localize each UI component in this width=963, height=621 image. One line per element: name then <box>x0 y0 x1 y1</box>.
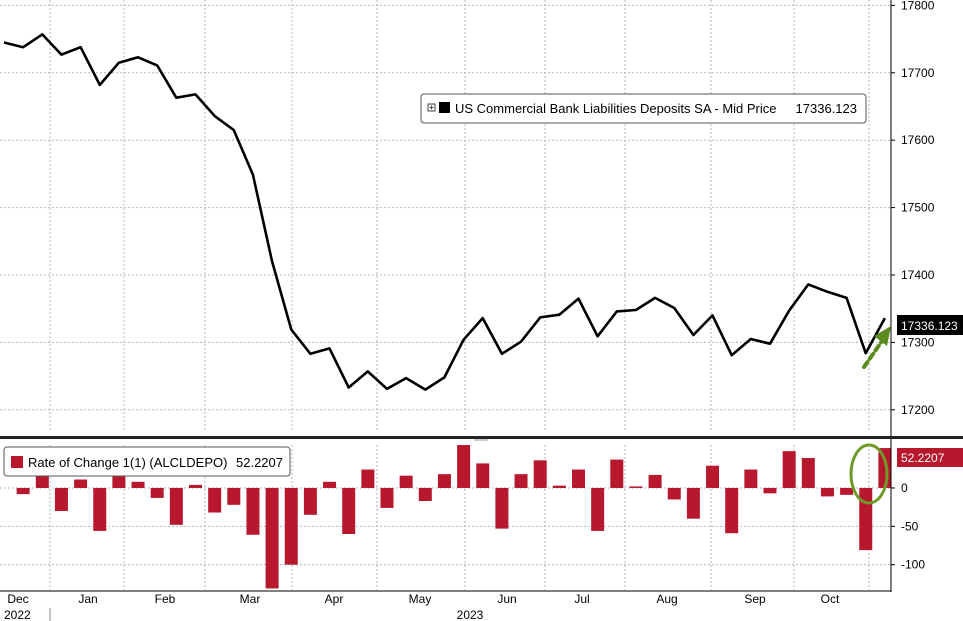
x-month-label: Feb <box>155 592 176 606</box>
roc-bar <box>859 487 873 551</box>
x-year-label: 2023 <box>457 608 484 621</box>
roc-bar <box>744 469 758 488</box>
roc-bar <box>725 487 739 534</box>
x-year-label: 2022 <box>4 608 31 621</box>
roc-bar <box>265 487 279 589</box>
roc-bar <box>189 484 202 488</box>
roc-legend-name: Rate of Change 1(1) (ALCLDEPO) <box>28 455 227 470</box>
x-month-label: Apr <box>325 592 344 606</box>
bottom-tick-label: 0 <box>901 481 908 495</box>
x-month-label: May <box>409 592 432 606</box>
roc-bar <box>552 485 566 488</box>
roc-bar <box>342 487 356 534</box>
x-month-label: Mar <box>240 592 261 606</box>
roc-bar <box>820 487 834 497</box>
roc-bars <box>16 445 892 589</box>
roc-bar <box>610 459 624 488</box>
gridlines <box>0 0 891 590</box>
roc-bar <box>303 487 317 515</box>
deposits-legend-value: 17336.123 <box>796 101 857 116</box>
x-month-label: Oct <box>821 592 840 606</box>
green-ellipse-annotation <box>849 443 889 505</box>
roc-bar <box>16 487 30 495</box>
x-month-label: Sep <box>744 592 766 606</box>
roc-bar <box>150 487 164 498</box>
bottom-tick-label: -100 <box>901 558 925 572</box>
green-arrow-annotation <box>862 326 891 369</box>
roc-bar <box>706 465 720 488</box>
x-month-label: Jan <box>78 592 97 606</box>
roc-bar <box>35 473 49 488</box>
roc-bar <box>667 487 681 500</box>
roc-bar <box>514 474 528 488</box>
roc-bar <box>495 487 509 529</box>
top-tick-label: 17600 <box>901 133 935 147</box>
roc-bar <box>418 487 432 502</box>
roc-bar <box>782 451 796 488</box>
roc-bar <box>54 487 68 511</box>
deposits-legend-name: US Commercial Bank Liabilities Deposits … <box>455 101 777 116</box>
x-month-label: Jul <box>574 592 589 606</box>
roc-bar <box>131 481 145 488</box>
deposits-line-layer <box>3 33 887 391</box>
roc-bar <box>284 487 298 565</box>
roc-bar <box>763 487 777 494</box>
top-tick-label: 17300 <box>901 335 935 349</box>
roc-bar <box>399 475 413 488</box>
roc-bar <box>457 445 471 488</box>
deposits-last-value-text: 17336.123 <box>901 319 958 333</box>
roc-bar <box>476 463 490 488</box>
roc-bar <box>648 474 662 488</box>
roc-bar <box>572 469 585 488</box>
roc-last-value-text: 52.2207 <box>901 451 945 465</box>
roc-legend-swatch <box>11 456 23 468</box>
top-tick-label: 17200 <box>901 403 935 417</box>
roc-bar <box>629 486 643 488</box>
x-month-label: Dec <box>7 592 28 606</box>
roc-bar <box>74 479 88 488</box>
roc-bar <box>437 474 451 488</box>
top-tick-label: 17500 <box>901 201 935 215</box>
roc-bar <box>93 487 107 531</box>
roc-legend-value: 52.2207 <box>236 455 283 470</box>
roc-bar <box>323 481 337 488</box>
deposits-legend-swatch <box>439 102 450 113</box>
roc-bar <box>840 487 854 495</box>
roc-bar <box>361 469 375 488</box>
roc-bar <box>246 487 260 535</box>
panel-divider <box>0 436 963 439</box>
roc-bar <box>801 458 815 488</box>
top-tick-label: 17800 <box>901 0 935 12</box>
roc-bar <box>208 487 222 513</box>
roc-bar <box>169 487 183 525</box>
roc-legend: Rate of Change 1(1) (ALCLDEPO) 52.2207 <box>3 446 291 477</box>
top-tick-label: 17400 <box>901 268 935 282</box>
x-month-label: Aug <box>656 592 677 606</box>
deposits-legend: US Commercial Bank Liabilities Deposits … <box>420 93 867 124</box>
x-month-label: Jun <box>497 592 516 606</box>
top-tick-label: 17700 <box>901 66 935 80</box>
roc-bar <box>380 487 394 508</box>
roc-bar <box>533 460 547 488</box>
deposits-line <box>3 33 887 391</box>
roc-last-value-badge: 52.2207 <box>897 448 963 467</box>
deposits-last-value-badge: 17336.123 <box>897 315 963 335</box>
roc-bar <box>591 487 605 531</box>
roc-bar <box>227 487 241 505</box>
roc-bar <box>686 487 700 519</box>
bottom-tick-label: -50 <box>901 519 919 533</box>
